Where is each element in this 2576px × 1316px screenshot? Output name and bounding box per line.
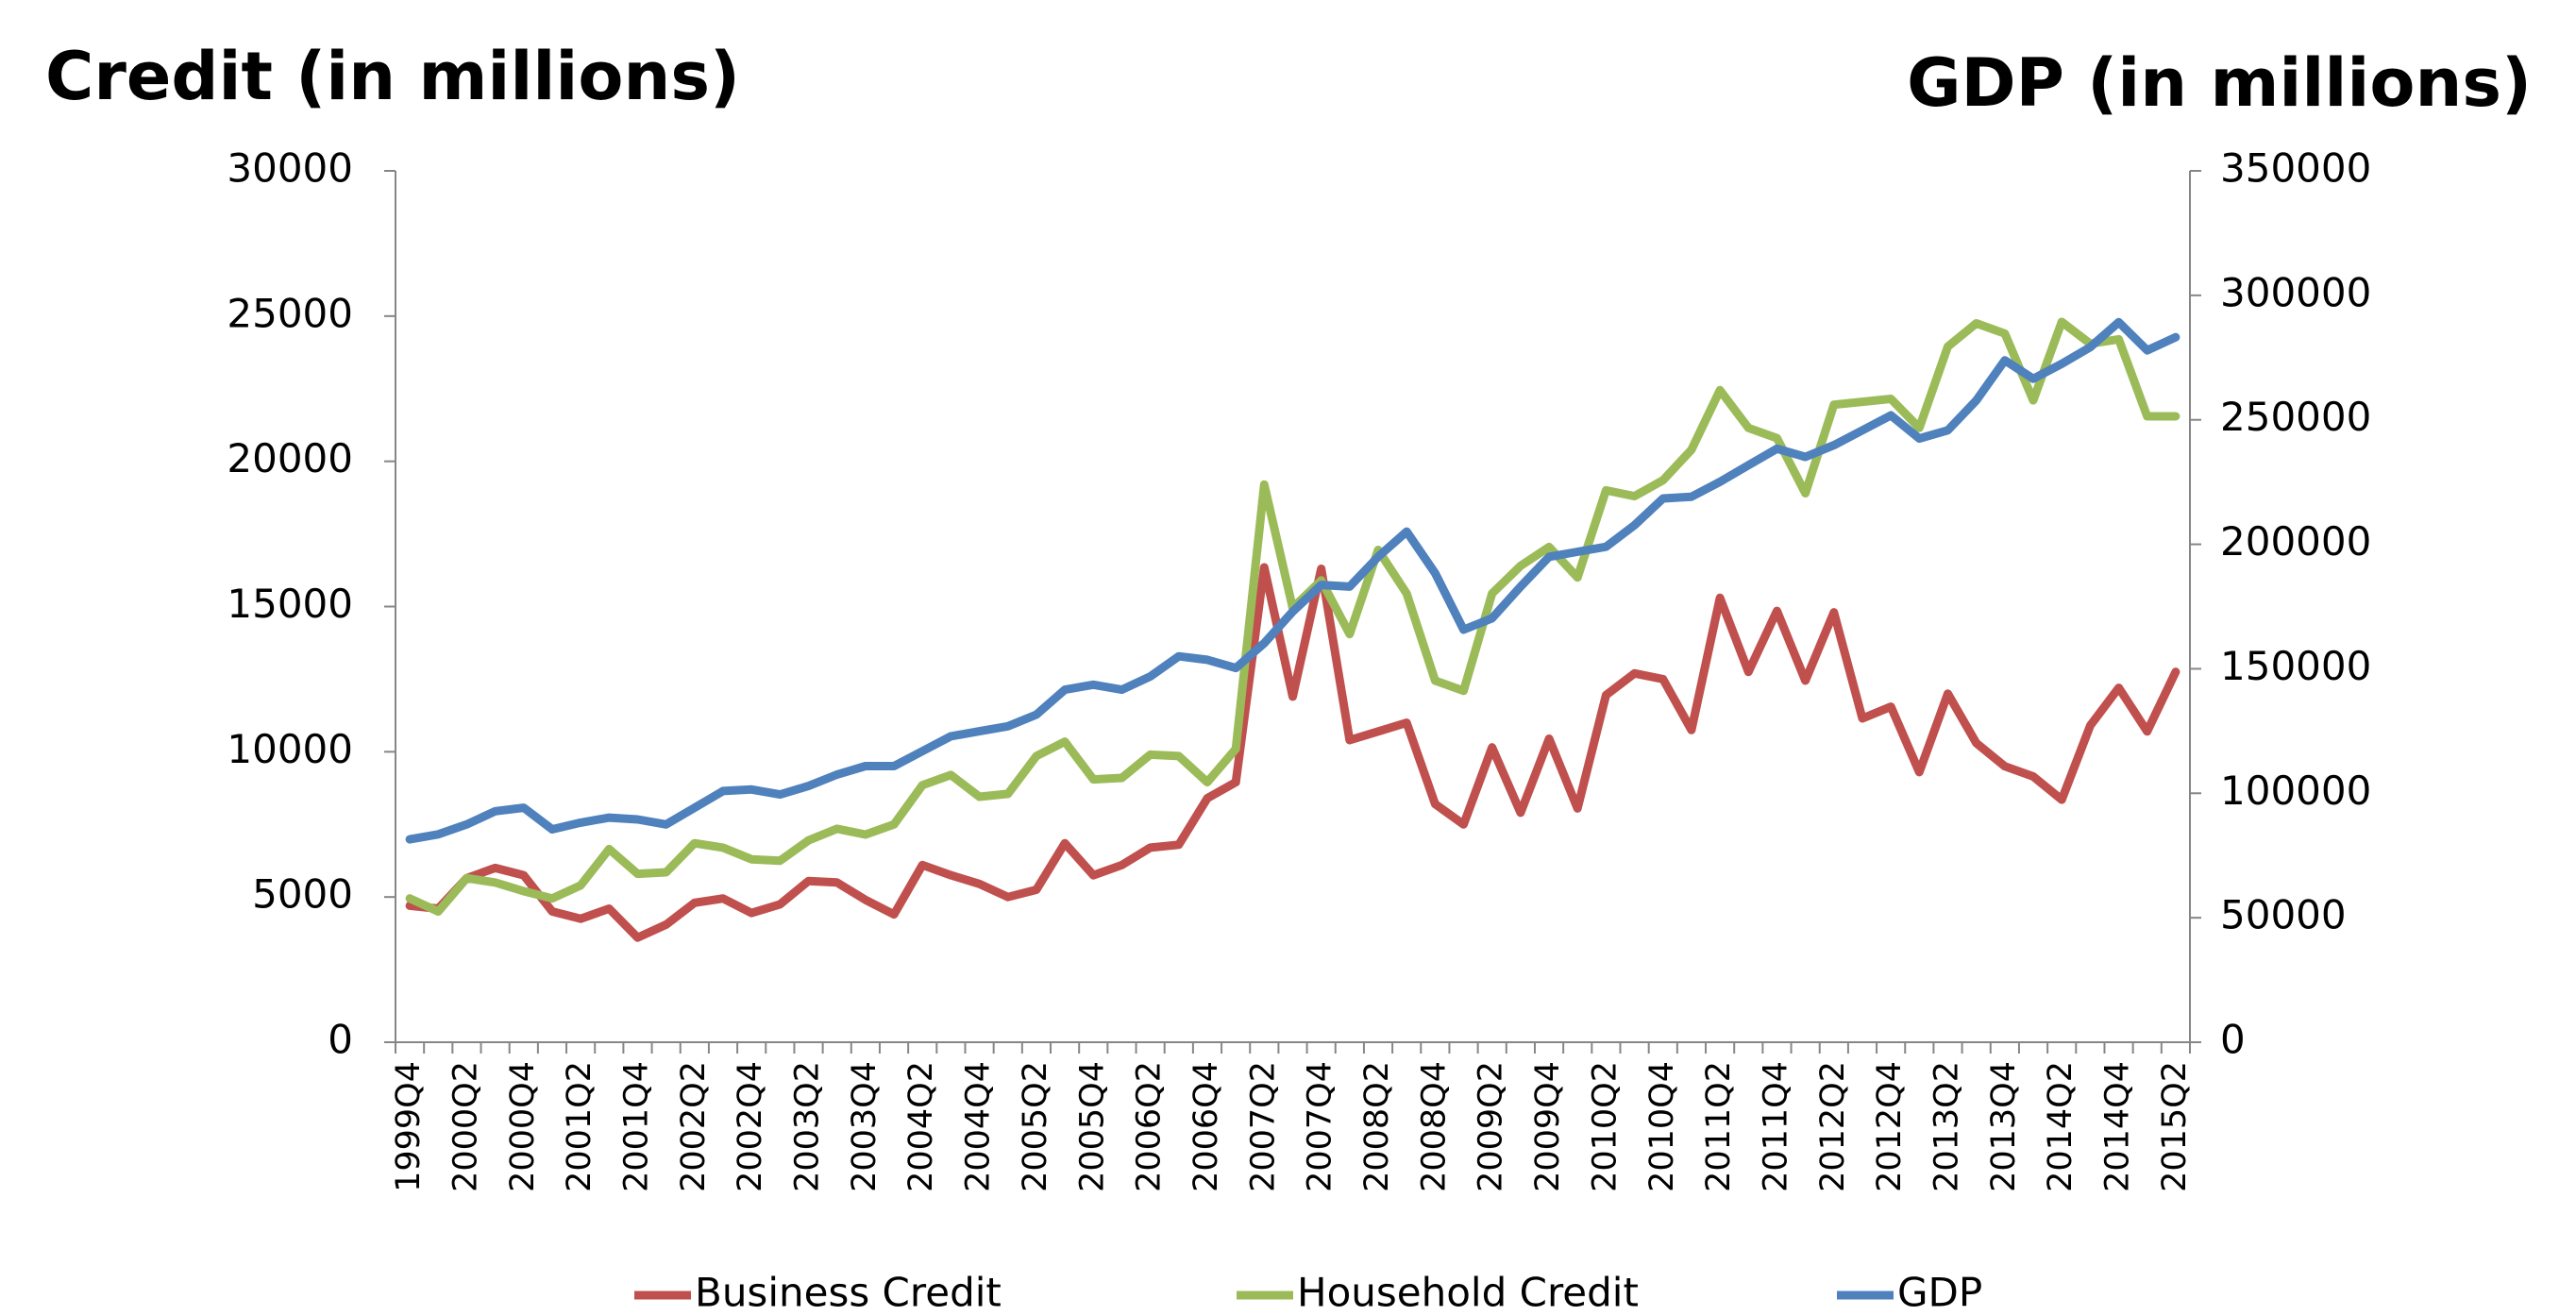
x-tick-label: 2009Q4 (1529, 1061, 1567, 1192)
x-tick-label: 2014Q2 (2042, 1061, 2079, 1192)
y-tick-label: 15000 (227, 581, 353, 627)
x-tick-label: 2001Q2 (561, 1061, 598, 1192)
x-tick-label: 2007Q4 (1302, 1061, 1339, 1192)
y-tick-label: 10000 (227, 726, 353, 772)
x-tick-label: 2013Q4 (1985, 1061, 2023, 1192)
x-tick-label: 2002Q2 (675, 1061, 713, 1192)
x-tick-label: 2011Q4 (1757, 1061, 1794, 1192)
x-tick-label: 1999Q4 (390, 1061, 428, 1192)
x-tick-label: 2000Q2 (446, 1061, 484, 1192)
y-tick-label: 0 (328, 1017, 353, 1063)
x-tick-label: 2008Q4 (1415, 1061, 1453, 1192)
series-line (405, 317, 2180, 844)
y2-tick-label: 100000 (2220, 768, 2371, 814)
y2-tick-label: 150000 (2220, 643, 2371, 689)
legend-label: Business Credit (695, 1270, 1002, 1316)
x-tick-label: 2004Q2 (902, 1061, 940, 1192)
x-tick-label: 2010Q2 (1586, 1061, 1624, 1192)
y-tick-label: 30000 (227, 145, 353, 192)
x-tick-label: 2006Q4 (1187, 1061, 1225, 1192)
x-tick-label: 2014Q4 (2099, 1061, 2137, 1192)
x-tick-label: 2012Q2 (1814, 1061, 1852, 1192)
x-tick-label: 2003Q2 (789, 1061, 827, 1192)
x-tick-label: 2006Q2 (1131, 1061, 1169, 1192)
x-tick-label: 2004Q4 (960, 1061, 998, 1192)
legend-label: Household Credit (1297, 1270, 1639, 1316)
x-tick-label: 2015Q2 (2156, 1061, 2194, 1192)
x-tick-label: 2001Q4 (617, 1061, 655, 1192)
y-tick-label: 20000 (227, 435, 353, 481)
y2-axis-title: GDP (in millions) (1907, 44, 2532, 122)
x-tick-label: 2005Q2 (1017, 1061, 1054, 1192)
y2-tick-label: 350000 (2220, 145, 2371, 192)
y-axis-title: Credit (in millions) (45, 38, 740, 115)
x-tick-label: 2007Q2 (1244, 1061, 1282, 1192)
x-tick-label: 2008Q2 (1358, 1061, 1396, 1192)
x-tick-label: 2009Q2 (1473, 1061, 1510, 1192)
x-tick-label: 2002Q4 (732, 1061, 769, 1192)
y2-tick-label: 0 (2220, 1017, 2246, 1063)
y2-tick-label: 300000 (2220, 269, 2371, 315)
y-tick-label: 25000 (227, 290, 353, 336)
x-tick-label: 2005Q4 (1073, 1061, 1111, 1192)
y2-tick-label: 50000 (2220, 892, 2347, 938)
x-tick-label: 2003Q4 (846, 1061, 884, 1192)
x-tick-label: 2012Q4 (1871, 1061, 1909, 1192)
x-tick-label: 2011Q2 (1700, 1061, 1738, 1192)
x-tick-label: 2013Q2 (1928, 1061, 1966, 1192)
series-line (405, 563, 2180, 942)
x-tick-label: 2010Q4 (1643, 1061, 1681, 1192)
y-tick-label: 5000 (252, 871, 353, 918)
legend-label: GDP (1897, 1270, 1982, 1316)
x-tick-label: 2000Q4 (504, 1061, 542, 1192)
y2-tick-label: 200000 (2220, 518, 2371, 565)
y2-tick-label: 250000 (2220, 394, 2371, 440)
